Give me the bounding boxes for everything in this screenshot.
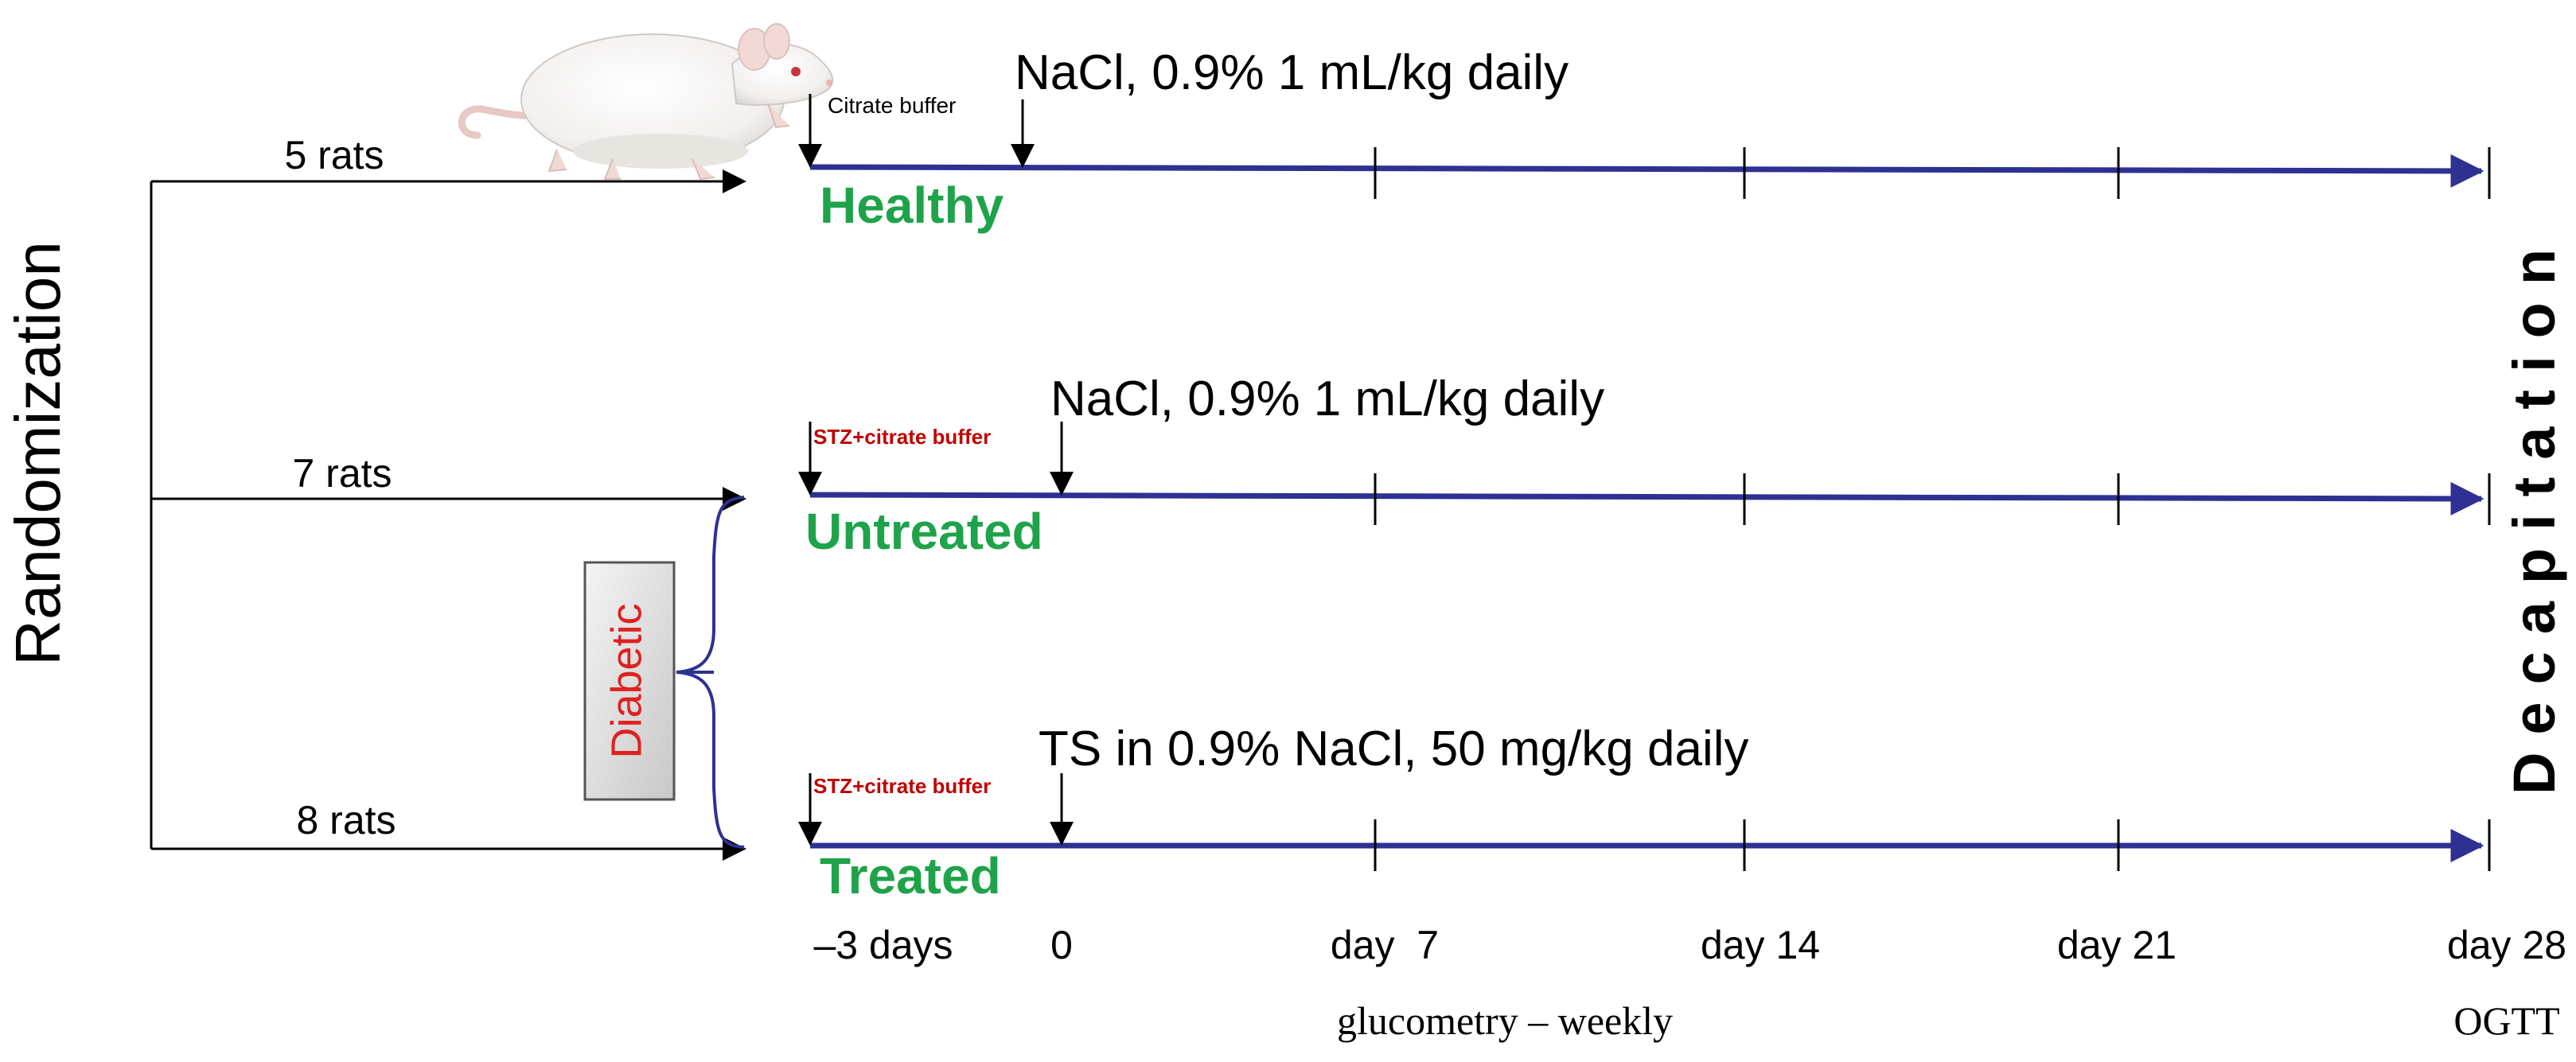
diabetic-brace (676, 496, 745, 849)
randomization-label: Randomization (2, 241, 73, 666)
event-arrows (798, 94, 1074, 846)
untreated-group-label: Untreated (805, 503, 1043, 560)
healthy-group-label: Healthy (820, 177, 1004, 234)
untreated-count-label: 7 rats (292, 451, 392, 496)
tick-label-day28: day 28 (2447, 923, 2566, 967)
diabetic-label: Diabetic (602, 603, 650, 758)
healthy-induction-label: Citrate buffer (828, 93, 956, 118)
treated-count-label: 8 rats (296, 798, 396, 842)
tick-label-day14: day 14 (1701, 923, 1820, 967)
treated-group-label: Treated (820, 847, 1001, 904)
tick-label-minus3: –3 days (813, 923, 953, 967)
tick-label-day7: day 7 (1331, 923, 1439, 967)
tick-label-day21: day 21 (2057, 923, 2177, 967)
healthy-count-label: 5 rats (284, 133, 384, 177)
untreated-timeline (809, 481, 2484, 515)
tick-label-0: 0 (1050, 923, 1073, 967)
timeline-ticks (1374, 147, 2491, 871)
decapitation-label: Decapitation (2501, 231, 2567, 795)
rat-icon (458, 23, 834, 181)
healthy-timeline (809, 154, 2484, 188)
untreated-treatment-label: NaCl, 0.9% 1 mL/kg daily (1050, 372, 1604, 426)
treated-induction-label: STZ+citrate buffer (813, 774, 991, 798)
diabetic-box: Diabetic (583, 561, 676, 801)
healthy-treatment-label: NaCl, 0.9% 1 mL/kg daily (1015, 45, 1569, 100)
ogtt-note: OGTT (2453, 998, 2559, 1043)
glucometry-note: glucometry – weekly (1337, 998, 1673, 1043)
untreated-induction-label: STZ+citrate buffer (813, 425, 991, 449)
treated-treatment-label: TS in 0.9% NaCl, 50 mg/kg daily (1039, 722, 1749, 776)
